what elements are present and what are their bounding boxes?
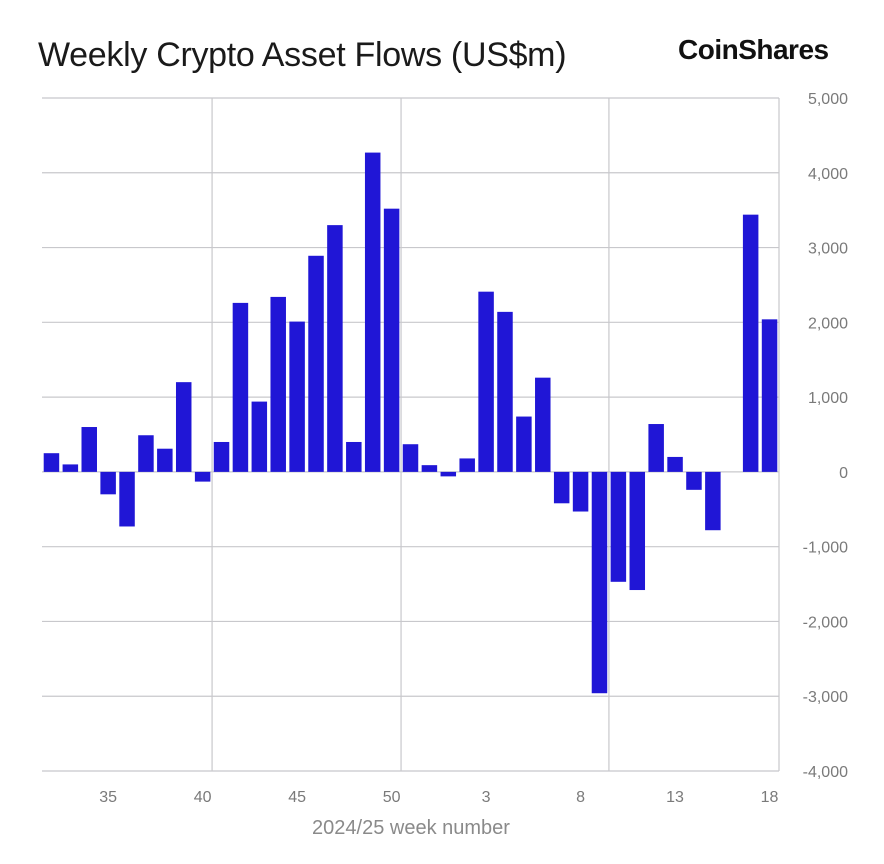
bar-week-17 [742, 214, 759, 472]
bar-week-15 [705, 471, 721, 531]
bar-week-45 [289, 321, 305, 472]
bar-week-35 [100, 471, 116, 495]
bar-week-50 [383, 208, 400, 472]
bar-week-34 [81, 427, 97, 472]
bar-week-1 [440, 471, 457, 477]
bar-week-38 [157, 448, 173, 472]
y-tick-label: 2,000 [808, 315, 848, 332]
x-tick-label: 50 [383, 789, 401, 806]
grid-lines [42, 97, 780, 772]
y-axis-ticks: 5,000 4,000 3,000 2,000 1,000 0 -1,000 -2,000 -3… [803, 91, 848, 781]
x-tick-label: 18 [761, 789, 779, 806]
bar-week-5 [516, 416, 532, 472]
y-tick-label: 3,000 [808, 241, 848, 258]
bar-week-41 [213, 441, 230, 472]
bar-week-13 [667, 456, 683, 472]
bar-week-14 [686, 471, 702, 490]
y-tick-label: -1,000 [803, 540, 848, 557]
bar-week-11 [629, 471, 646, 591]
bar-week-43 [251, 401, 268, 472]
x-tick-label: 40 [194, 789, 212, 806]
y-tick-label: 1,000 [808, 390, 848, 407]
y-tick-label: -4,000 [803, 764, 848, 781]
bar-week-51 [402, 444, 419, 472]
x-tick-label: 3 [482, 789, 491, 806]
bar-week-52 [421, 465, 438, 472]
bar-week-3 [478, 291, 494, 472]
bar-week-32 [43, 453, 60, 472]
bar-week-42 [232, 302, 249, 472]
x-tick-label: 13 [666, 789, 684, 806]
chart-title: Weekly Crypto Asset Flows (US$m) [38, 36, 567, 74]
bar-week-7 [553, 471, 570, 504]
y-tick-label: -2,000 [803, 614, 848, 631]
bar-week-47 [327, 225, 343, 472]
bar-week-40 [194, 471, 211, 482]
bar-week-10 [610, 471, 627, 582]
y-tick-label: 0 [839, 465, 848, 482]
bar-week-36 [119, 471, 135, 527]
bar-week-4 [497, 311, 513, 472]
coinshares-logo: CoinShares [678, 34, 829, 65]
bar-week-39 [175, 382, 192, 472]
bar-week-9 [591, 471, 608, 694]
x-tick-label: 35 [99, 789, 117, 806]
bar-week-49 [364, 152, 381, 472]
bars [43, 152, 778, 694]
x-tick-label: 8 [576, 789, 585, 806]
y-tick-label: -3,000 [803, 689, 848, 706]
x-axis-label: 2024/25 week number [312, 817, 510, 839]
bar-week-6 [535, 377, 551, 472]
bar-week-12 [648, 424, 664, 472]
y-tick-label: 4,000 [808, 166, 848, 183]
bar-week-48 [346, 441, 362, 472]
bar-week-8 [572, 471, 589, 512]
bar-week-2 [459, 458, 475, 472]
y-tick-label: 5,000 [808, 91, 848, 108]
bar-week-46 [308, 255, 324, 472]
bar-week-37 [138, 435, 154, 472]
x-axis-ticks: 35 40 45 50 3 8 13 18 [99, 789, 778, 806]
bar-week-44 [270, 296, 286, 472]
bar-week-18 [761, 319, 778, 472]
x-tick-label: 45 [288, 789, 306, 806]
bar-week-33 [62, 464, 79, 472]
